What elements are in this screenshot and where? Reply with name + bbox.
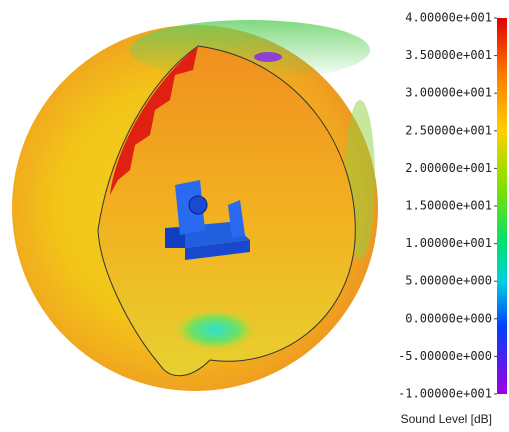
tick-label: -1.00000e+001 xyxy=(398,387,492,401)
result-view: 4.00000e+001 3.50000e+001 3.00000e+001 2.50… xyxy=(0,0,509,432)
tick-label: 4.00000e+001 xyxy=(405,11,492,25)
tick-label: 1.00000e+001 xyxy=(405,236,492,250)
tick-label: 0.00000e+000 xyxy=(405,311,492,325)
color-bar xyxy=(497,18,507,394)
tick-label: 3.50000e+001 xyxy=(405,48,492,62)
tick-label: 3.00000e+001 xyxy=(405,86,492,100)
tick-label: 1.50000e+001 xyxy=(405,199,492,213)
tick-label: 2.00000e+001 xyxy=(405,161,492,175)
tick-label: 2.50000e+001 xyxy=(405,123,492,137)
legend-title: Sound Level [dB] xyxy=(401,412,492,426)
tick-label: 5.00000e+000 xyxy=(405,274,492,288)
tick-label: -5.00000e+000 xyxy=(398,349,492,363)
